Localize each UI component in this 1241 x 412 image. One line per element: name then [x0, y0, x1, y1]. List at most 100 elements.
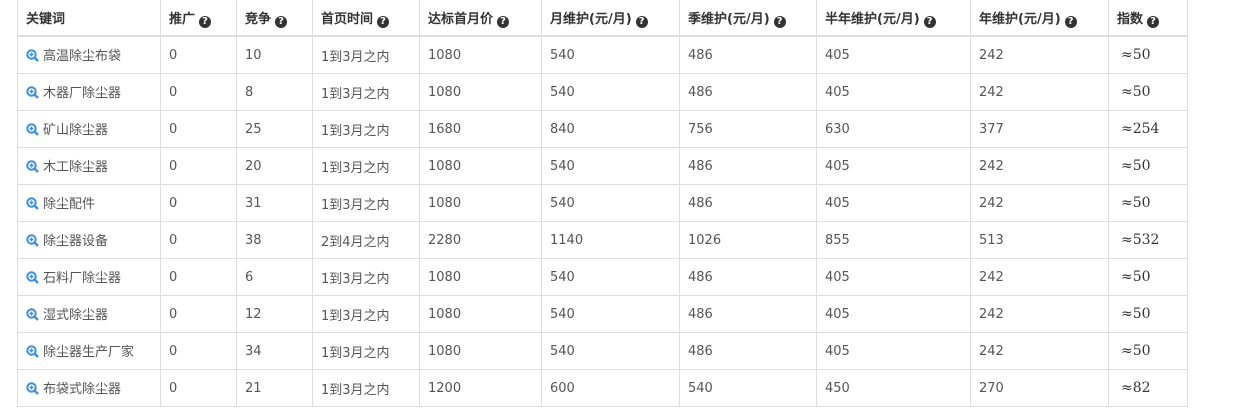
table-cell: 1到3月之内: [312, 147, 420, 185]
cell-value: 630: [825, 121, 850, 137]
table-cell: 除尘配件: [17, 184, 161, 222]
cell-value: 377: [979, 121, 1004, 137]
cell-value: 1080: [428, 158, 462, 174]
cell-value: 855: [825, 232, 850, 248]
cell-value: 1到3月之内: [321, 123, 390, 139]
column-header: 指数?: [1108, 0, 1188, 37]
table-row: 除尘配件 0 31 1到3月之内 1080 540 486 405 242 ≈50: [17, 184, 1188, 222]
cell-value: 34: [245, 343, 262, 359]
table-cell: 242: [970, 258, 1109, 296]
keyword-link[interactable]: 除尘配件: [43, 196, 96, 212]
table-cell: 1到3月之内: [312, 295, 420, 333]
zoom-in-icon[interactable]: [26, 159, 39, 177]
column-header: 推广?: [160, 0, 237, 37]
table-row: 木器厂除尘器 0 8 1到3月之内 1080 540 486 405 242 ≈50: [17, 73, 1188, 111]
table-cell: 1080: [419, 332, 542, 370]
cell-value: 540: [550, 47, 575, 63]
table-cell: 高温除尘布袋: [17, 36, 161, 74]
table-cell: 486: [679, 36, 817, 74]
cell-value: 25: [245, 121, 262, 137]
table-cell: 242: [970, 332, 1109, 370]
keyword-link[interactable]: 高温除尘布袋: [43, 48, 122, 64]
cell-value: 405: [825, 343, 850, 359]
keyword-link[interactable]: 木工除尘器: [43, 159, 109, 175]
table-cell: 10: [236, 36, 313, 74]
cell-value: 540: [550, 195, 575, 211]
table-cell: 1200: [419, 369, 542, 407]
keyword-link[interactable]: 除尘器生产厂家: [43, 344, 135, 360]
zoom-in-icon[interactable]: [26, 196, 39, 214]
table-cell: 756: [679, 110, 817, 148]
column-header: 半年维护(元/月)?: [816, 0, 971, 37]
question-circle-icon[interactable]: ?: [377, 15, 390, 28]
question-circle-icon[interactable]: ?: [923, 15, 936, 28]
table-cell: 405: [816, 36, 971, 74]
cell-value: 486: [688, 195, 713, 211]
cell-value: 6: [245, 269, 254, 285]
cell-value: 0: [169, 232, 178, 248]
cell-value: ≈50: [1121, 343, 1151, 359]
table-cell: 486: [679, 147, 817, 185]
table-cell: 1到3月之内: [312, 73, 420, 111]
table-row: 布袋式除尘器 0 21 1到3月之内 1200 600 540 450 270 ≈82: [17, 369, 1188, 407]
table-cell: 6: [236, 258, 313, 296]
keyword-link[interactable]: 木器厂除尘器: [43, 85, 122, 101]
table-cell: 855: [816, 221, 971, 259]
zoom-in-icon[interactable]: [26, 307, 39, 325]
keyword-link[interactable]: 石料厂除尘器: [43, 270, 122, 286]
cell-value: 1到3月之内: [321, 197, 390, 213]
table-cell: 270: [970, 369, 1109, 407]
column-header: 首页时间?: [312, 0, 420, 37]
question-circle-icon[interactable]: ?: [773, 15, 786, 28]
cell-value: 486: [688, 47, 713, 63]
cell-value: ≈254: [1121, 121, 1160, 137]
zoom-in-icon[interactable]: [26, 233, 39, 251]
table-cell: 12: [236, 295, 313, 333]
keyword-link[interactable]: 矿山除尘器: [43, 122, 109, 138]
question-circle-icon[interactable]: ?: [1147, 15, 1160, 28]
keyword-link[interactable]: 布袋式除尘器: [43, 381, 122, 397]
table-cell: 1到3月之内: [312, 184, 420, 222]
table-header: 关键词 推广? 竞争? 首页时间? 达标首月价? 月维护(元/月)? 季维护(元/月)? 半年…: [17, 0, 1188, 37]
cell-value: 1到3月之内: [321, 345, 390, 361]
table-row: 除尘器设备 0 38 2到4月之内 2280 1140 1026 855 513 ≈532: [17, 221, 1188, 259]
table-cell: 242: [970, 184, 1109, 222]
table-row: 湿式除尘器 0 12 1到3月之内 1080 540 486 405 242 ≈50: [17, 295, 1188, 333]
cell-value: 242: [979, 84, 1004, 100]
cell-value: 1080: [428, 195, 462, 211]
zoom-in-icon[interactable]: [26, 85, 39, 103]
table-cell: 1到3月之内: [312, 258, 420, 296]
zoom-in-icon[interactable]: [26, 48, 39, 66]
cell-value: 8: [245, 84, 254, 100]
keyword-link[interactable]: 除尘器设备: [43, 233, 109, 249]
column-header: 竞争?: [236, 0, 313, 37]
table-cell: 0: [160, 36, 237, 74]
table-cell: 377: [970, 110, 1109, 148]
table-cell: 540: [541, 147, 680, 185]
table-cell: 1026: [679, 221, 817, 259]
table-cell: 木器厂除尘器: [17, 73, 161, 111]
question-circle-icon[interactable]: ?: [199, 15, 212, 28]
table-cell: ≈50: [1108, 184, 1188, 222]
column-header-label: 首页时间: [321, 11, 374, 27]
zoom-in-icon[interactable]: [26, 122, 39, 140]
cell-value: 1到3月之内: [321, 49, 390, 65]
table-cell: 2到4月之内: [312, 221, 420, 259]
table-cell: 540: [679, 369, 817, 407]
zoom-in-icon[interactable]: [26, 344, 39, 362]
question-circle-icon[interactable]: ?: [497, 15, 510, 28]
question-circle-icon[interactable]: ?: [275, 15, 288, 28]
question-circle-icon[interactable]: ?: [1064, 15, 1077, 28]
column-header: 达标首月价?: [419, 0, 542, 37]
column-header-label: 月维护(元/月): [550, 11, 632, 27]
keyword-link[interactable]: 湿式除尘器: [43, 307, 109, 323]
zoom-in-icon[interactable]: [26, 270, 39, 288]
table-cell: 405: [816, 295, 971, 333]
question-circle-icon[interactable]: ?: [635, 15, 648, 28]
zoom-in-icon[interactable]: [26, 381, 39, 399]
cell-value: 405: [825, 269, 850, 285]
cell-value: 0: [169, 269, 178, 285]
table-cell: 1680: [419, 110, 542, 148]
table-cell: 38: [236, 221, 313, 259]
cell-value: 0: [169, 343, 178, 359]
